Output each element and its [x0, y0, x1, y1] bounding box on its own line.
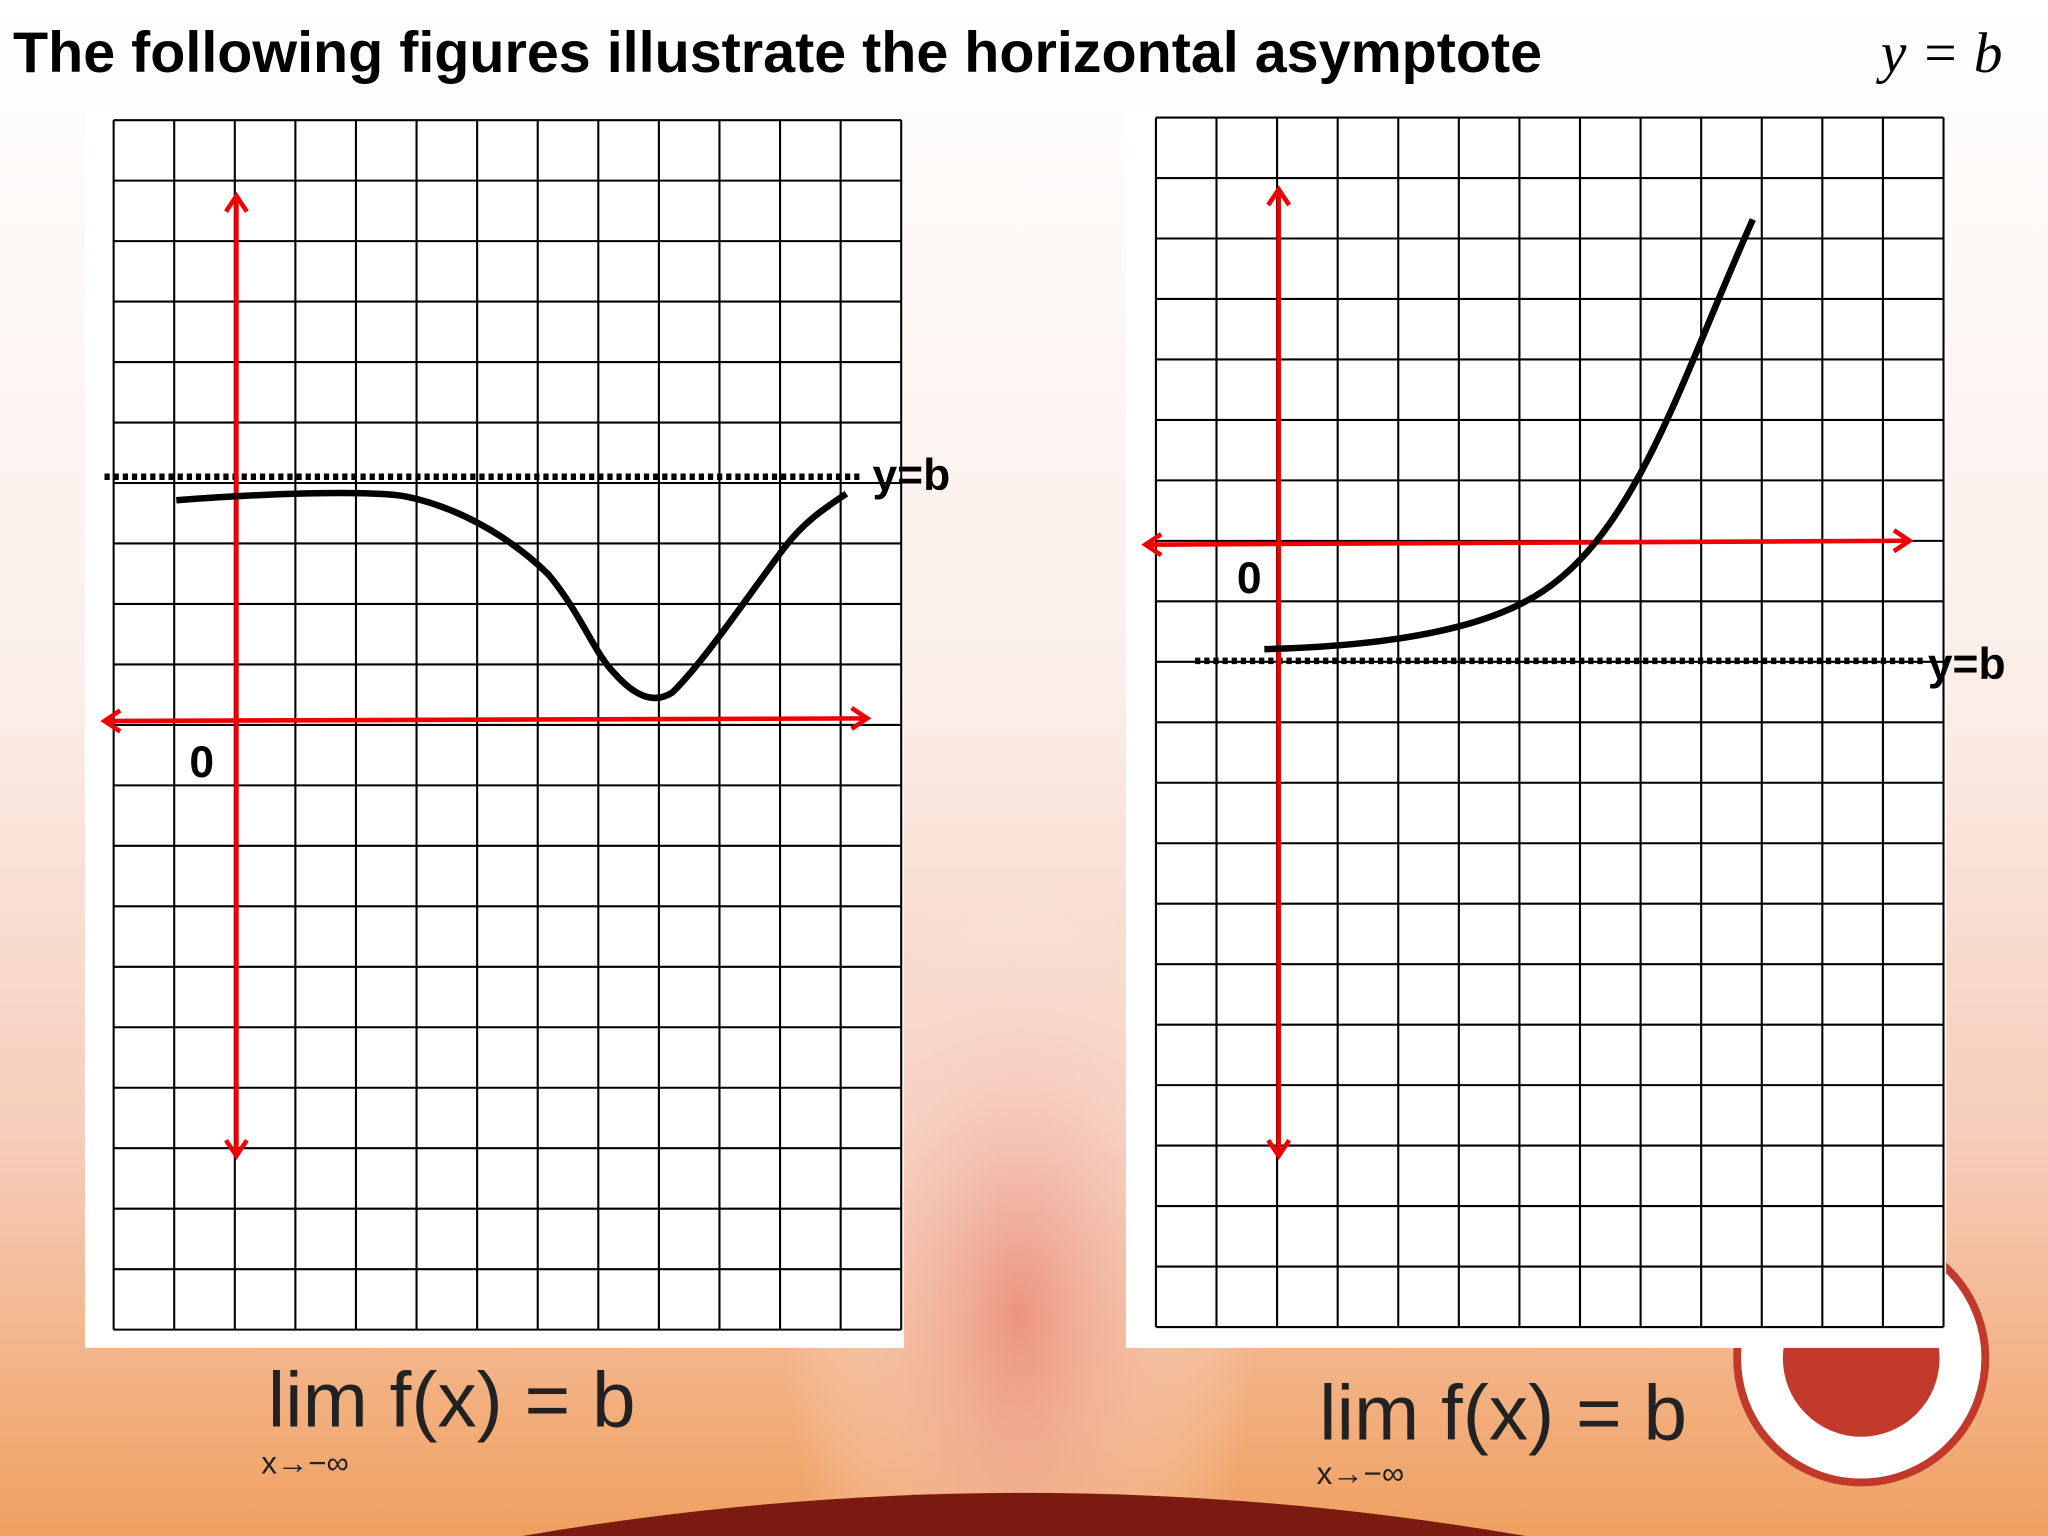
- curve: [1264, 218, 1756, 653]
- asymptote-label: y=b: [1928, 640, 2006, 689]
- origin-label: 0: [189, 738, 214, 787]
- title-math: y = b: [1876, 22, 2003, 85]
- limit: lim f(x) = b: [268, 1355, 636, 1443]
- limit-subscript: x→−∞: [261, 1445, 349, 1480]
- axes: [1141, 185, 1914, 1161]
- background-curve: [522, 1492, 1526, 1536]
- curve: [176, 489, 849, 702]
- limit-subscript: x→−∞: [1317, 1456, 1405, 1491]
- asymptote-label: y=b: [872, 451, 950, 500]
- origin-label: 0: [1237, 554, 1262, 603]
- panel: [84, 111, 904, 1348]
- title: The following figures illustrate the hor…: [13, 21, 1542, 85]
- axes: [100, 191, 872, 1161]
- panel: [1125, 111, 1947, 1348]
- limit: lim f(x) = b: [1319, 1368, 1687, 1456]
